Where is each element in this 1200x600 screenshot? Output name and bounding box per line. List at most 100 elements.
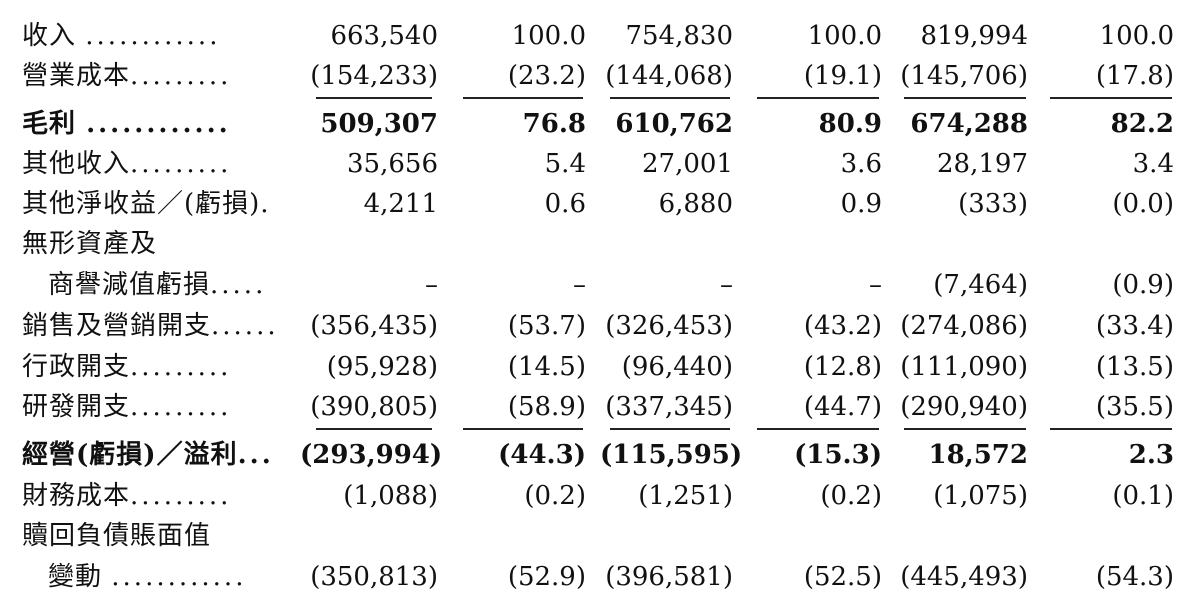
row-label: 收入 ............ [22, 21, 221, 51]
cell-value: (333) [958, 189, 1028, 219]
row-label: 行政開支......... [22, 352, 232, 382]
cell-value: 100.0 [1099, 21, 1174, 51]
row-label: 其他淨收益／(虧損). [22, 189, 272, 219]
cell-value: (12.8) [803, 352, 882, 382]
cell-value: 82.2 [1110, 109, 1174, 139]
cell-value: (0.1) [1112, 481, 1174, 511]
cell-value: 674,288 [910, 109, 1028, 139]
subtotal-rule [904, 97, 1026, 99]
cell-value: 27,001 [642, 149, 733, 179]
cell-value: (44.3) [498, 440, 586, 470]
cell-value: (0.2) [524, 481, 586, 511]
row-label: 商譽減值虧損..... [48, 270, 267, 300]
row-label: 其他收入......... [22, 149, 232, 179]
cell-value: (7,464) [933, 270, 1028, 300]
subtotal-rule [610, 97, 730, 99]
cell-value: 100.0 [511, 21, 586, 51]
cell-value: (396,581) [605, 562, 733, 592]
cell-value: (15.3) [794, 440, 882, 470]
cell-value: 4,211 [363, 189, 438, 219]
table-row: 變動 ............ (350,813) (52.9) (396,58… [0, 557, 1200, 597]
cell-value: (35.5) [1095, 392, 1174, 422]
cell-value: 28,197 [937, 149, 1028, 179]
cell-value: (43.2) [803, 311, 882, 341]
cell-value: 6,880 [658, 189, 733, 219]
table-row: 研發開支......... (390,805) (58.9) (337,345)… [0, 387, 1200, 427]
cell-value: 80.9 [818, 109, 882, 139]
table-row: 營業成本......... (154,233) (23.2) (144,068)… [0, 56, 1200, 96]
table-row: 無形資產及 [0, 224, 1200, 264]
cell-value: 509,307 [320, 109, 438, 139]
cell-value: 0.6 [544, 189, 586, 219]
subtotal-rule [1050, 428, 1172, 430]
row-label: 贖回負債賬面值 [22, 521, 212, 551]
subtotal-rule [316, 97, 432, 99]
cell-value: (293,994) [300, 440, 443, 470]
subtotal-rule [610, 428, 730, 430]
cell-value: 3.6 [840, 149, 882, 179]
cell-value: – [720, 270, 733, 300]
cell-value: – [573, 270, 586, 300]
cell-value: 5.4 [544, 149, 586, 179]
table-row: 銷售及營銷開支...... (356,435) (53.7) (326,453)… [0, 306, 1200, 346]
cell-value: (95,928) [326, 352, 438, 382]
subtotal-rule [904, 428, 1026, 430]
row-label: 研發開支......... [22, 392, 232, 422]
row-label: 銷售及營銷開支...... [22, 311, 279, 341]
row-label: 變動 ............ [48, 562, 247, 592]
cell-value: (111,090) [900, 352, 1028, 382]
cell-value: 754,830 [625, 21, 733, 51]
cell-value: (144,068) [605, 61, 733, 91]
cell-value: (0.0) [1112, 189, 1174, 219]
cell-value: (145,706) [900, 61, 1028, 91]
cell-value: (390,805) [310, 392, 438, 422]
cell-value: (54.3) [1095, 562, 1174, 592]
row-label: 經營(虧損)／溢利... [22, 440, 274, 470]
table-row: 收入 ............ 663,540 100.0 754,830 10… [0, 16, 1200, 56]
cell-value: (0.2) [820, 481, 882, 511]
cell-value: (1,088) [343, 481, 438, 511]
cell-value: 100.0 [807, 21, 882, 51]
cell-value: (52.5) [803, 562, 882, 592]
cell-value: (350,813) [310, 562, 438, 592]
row-label: 無形資產及 [22, 229, 158, 259]
cell-value: 663,540 [330, 21, 438, 51]
cell-value: (0.9) [1112, 270, 1174, 300]
subtotal-rule [463, 97, 583, 99]
table-row: 其他淨收益／(虧損). 4,211 0.6 6,880 0.9 (333) (0… [0, 184, 1200, 224]
cell-value: (52.9) [507, 562, 586, 592]
cell-value: 610,762 [615, 109, 733, 139]
row-label: 營業成本......... [22, 61, 232, 91]
cell-value: 0.9 [840, 189, 882, 219]
subtotal-rule [1050, 97, 1172, 99]
row-label: 財務成本......... [22, 481, 232, 511]
cell-value: 3.4 [1132, 149, 1174, 179]
cell-value: 76.8 [522, 109, 586, 139]
subtotal-rule [463, 428, 583, 430]
cell-value: (58.9) [507, 392, 586, 422]
cell-value: (1,251) [638, 481, 733, 511]
subtotal-rule [757, 97, 879, 99]
row-label: 毛利 ............ [22, 109, 231, 139]
cell-value: (290,940) [900, 392, 1028, 422]
cell-value: (326,453) [605, 311, 733, 341]
cell-value: 819,994 [920, 21, 1028, 51]
cell-value: 18,572 [928, 440, 1028, 470]
cell-value: (274,086) [900, 311, 1028, 341]
cell-value: (33.4) [1095, 311, 1174, 341]
cell-value: (154,233) [310, 61, 438, 91]
cell-value: (1,075) [933, 481, 1028, 511]
cell-value: (356,435) [310, 311, 438, 341]
cell-value: (115,595) [600, 440, 743, 470]
table-row-subtotal: 經營(虧損)／溢利... (293,994) (44.3) (115,595) … [0, 435, 1200, 475]
cell-value: (445,493) [900, 562, 1028, 592]
table-row: 財務成本......... (1,088) (0.2) (1,251) (0.2… [0, 476, 1200, 516]
cell-value: (17.8) [1095, 61, 1174, 91]
cell-value: (44.7) [803, 392, 882, 422]
cell-value: – [869, 270, 882, 300]
table-row: 行政開支......... (95,928) (14.5) (96,440) (… [0, 347, 1200, 387]
cell-value: (53.7) [507, 311, 586, 341]
table-row: 贖回負債賬面值 [0, 516, 1200, 556]
table-row: 商譽減值虧損..... – – – – (7,464) (0.9) [0, 265, 1200, 305]
cell-value: (19.1) [803, 61, 882, 91]
